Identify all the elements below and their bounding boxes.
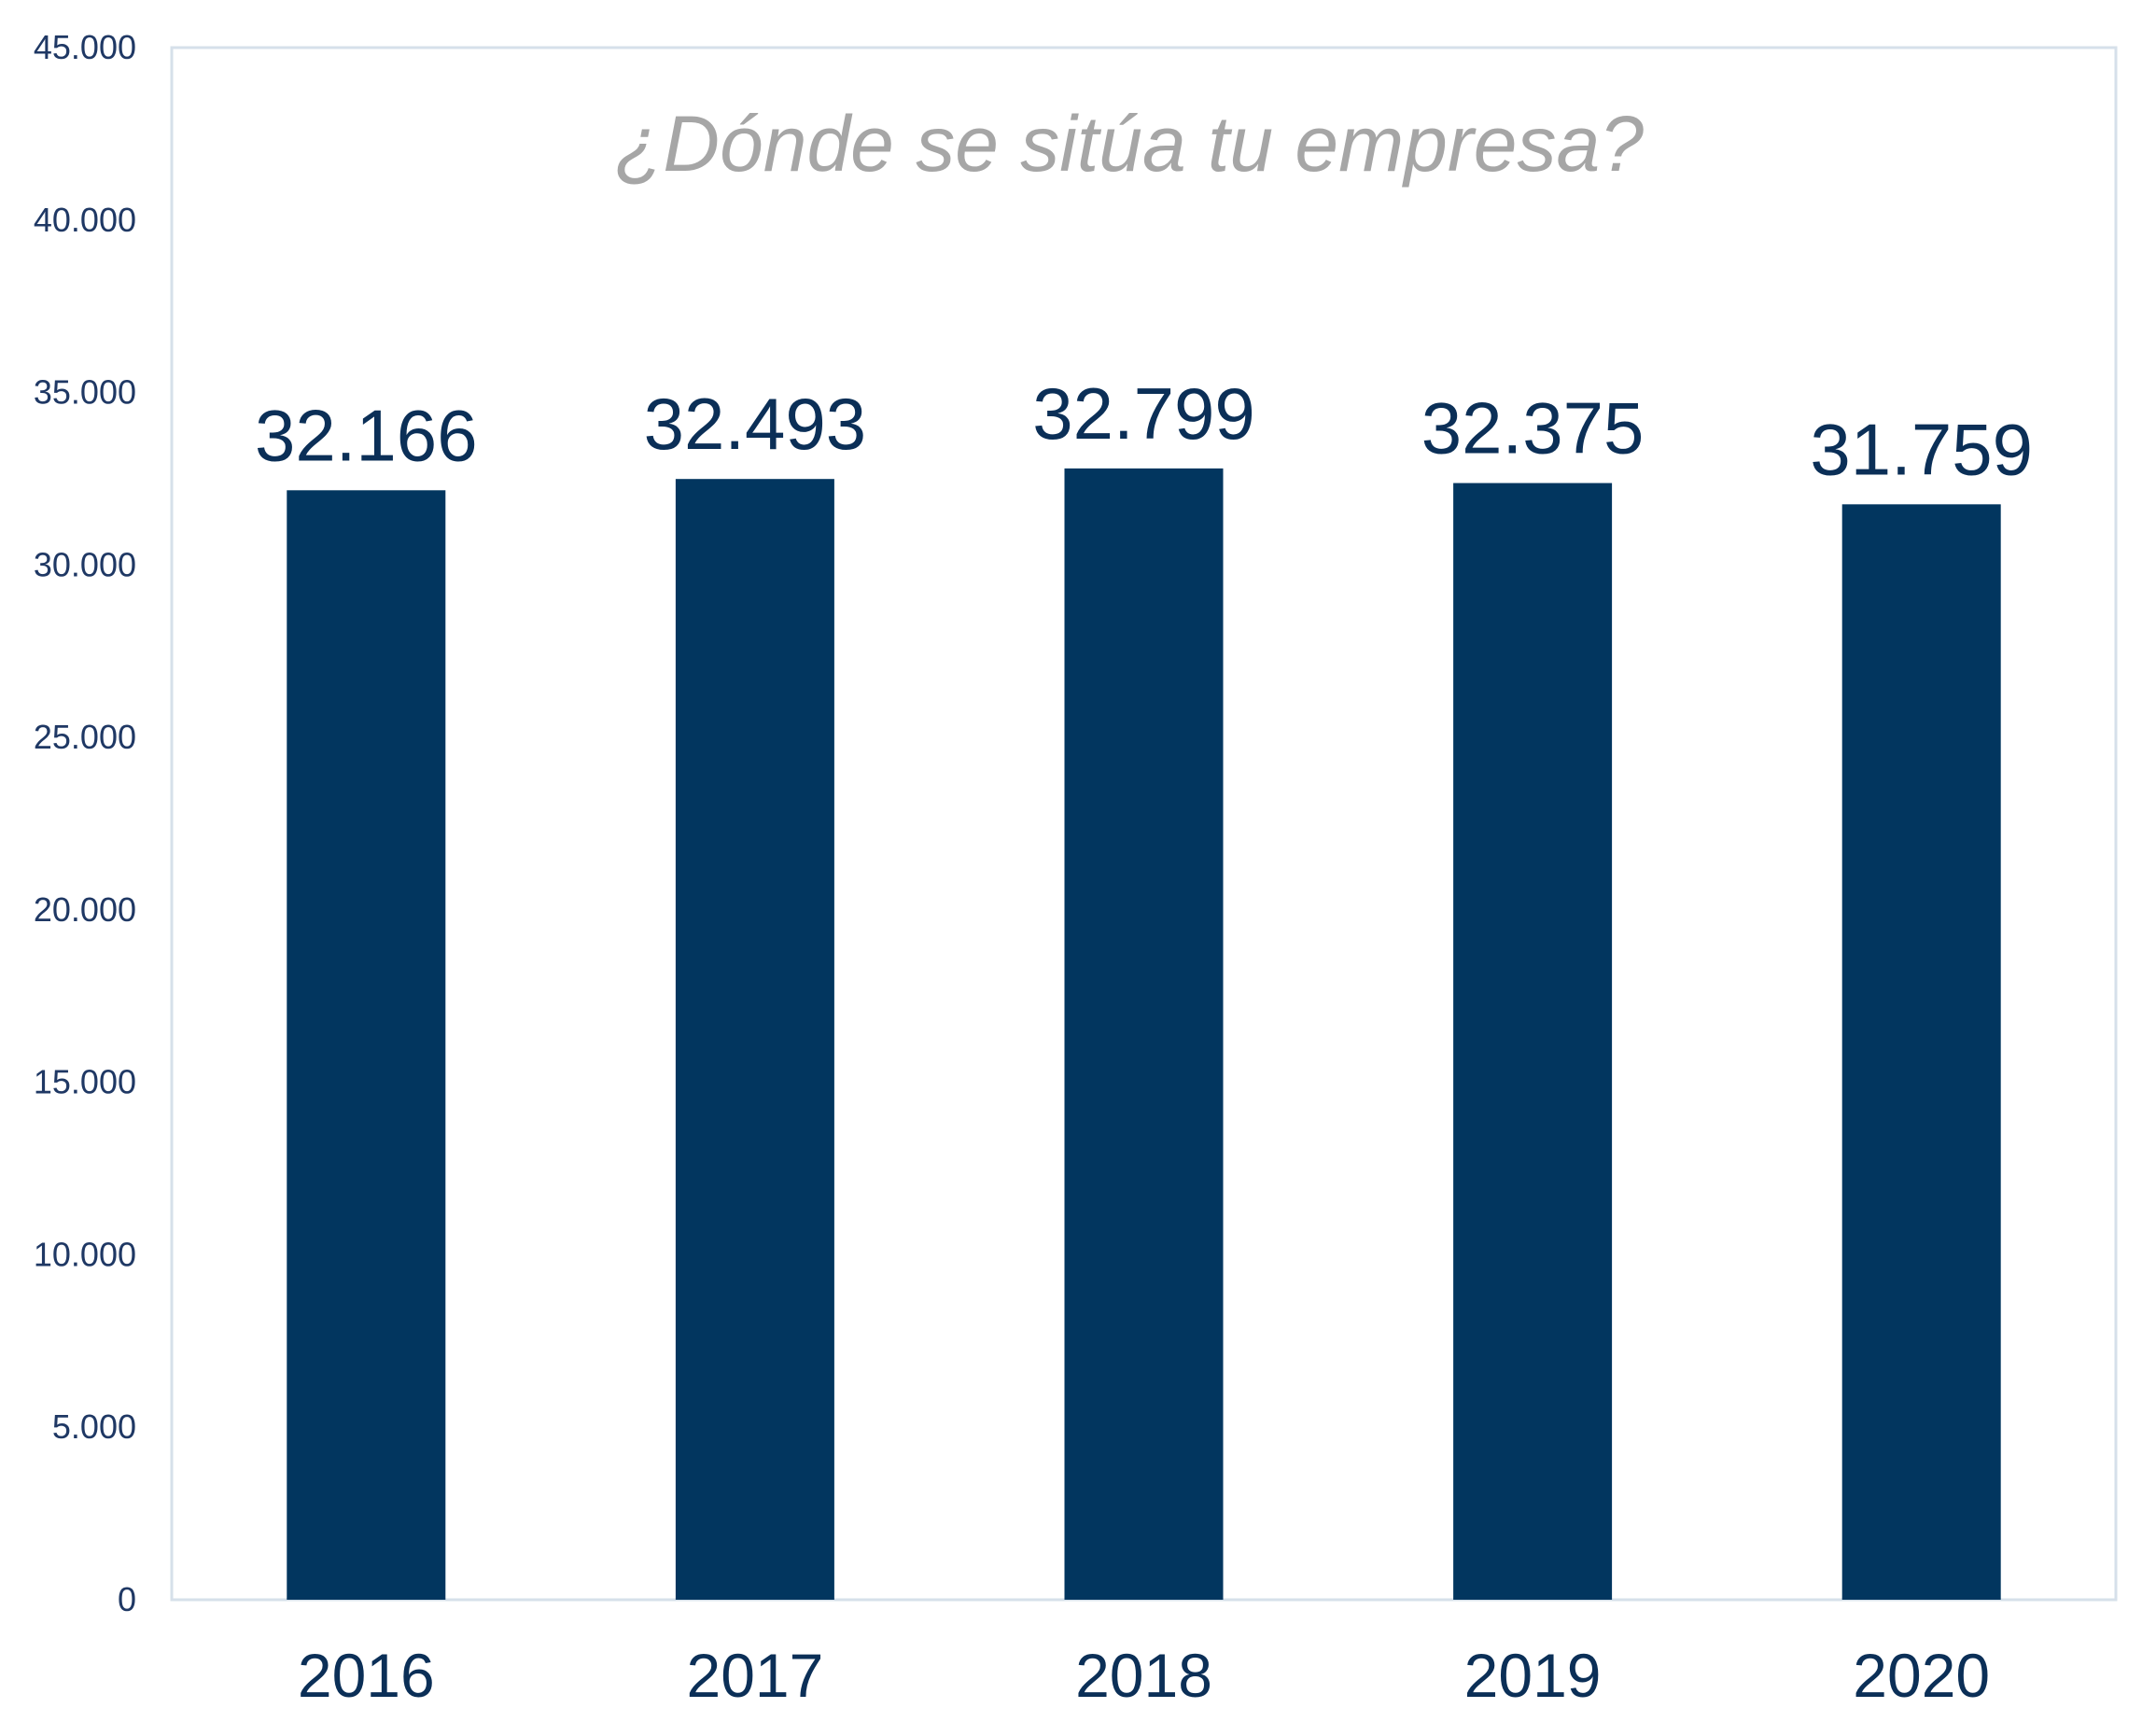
bar-2016	[287, 490, 446, 1600]
y-tick-label: 30.000	[34, 545, 136, 583]
y-tick-label: 0	[118, 1580, 136, 1618]
category-label-2017: 2017	[686, 1641, 823, 1710]
data-labels: 32.166 32.493 32.799 32.375 31.759	[255, 372, 2033, 490]
bar-2018	[1064, 468, 1224, 1600]
y-tick-label: 15.000	[34, 1063, 136, 1101]
data-label-2017: 32.493	[644, 383, 867, 465]
y-axis-tick-labels: 0 5.000 10.000 15.000 20.000 25.000 30.000 35.0…	[34, 28, 136, 1618]
x-axis-category-labels: 2016 2017 2018 2019 2020	[298, 1641, 1990, 1710]
y-tick-label: 10.000	[34, 1235, 136, 1273]
category-label-2016: 2016	[298, 1641, 435, 1710]
data-label-2016: 32.166	[255, 394, 478, 476]
chart-title: ¿Dónde se sitúa tu empresa?	[615, 100, 1644, 188]
y-tick-label: 20.000	[34, 890, 136, 929]
data-label-2018: 32.799	[1032, 372, 1255, 455]
y-tick-label: 5.000	[52, 1407, 136, 1446]
data-label-2020: 31.759	[1810, 408, 2033, 490]
data-label-2019: 32.375	[1421, 387, 1645, 469]
y-tick-label: 35.000	[34, 373, 136, 412]
y-tick-label: 40.000	[34, 201, 136, 239]
category-label-2018: 2018	[1075, 1641, 1212, 1710]
bar-2017	[675, 479, 834, 1600]
bars	[287, 468, 2001, 1600]
category-label-2020: 2020	[1853, 1641, 1990, 1710]
category-label-2019: 2019	[1464, 1641, 1602, 1710]
bar-2019	[1453, 483, 1613, 1600]
bar-2020	[1841, 504, 2001, 1600]
y-tick-label: 25.000	[34, 718, 136, 756]
y-tick-label: 45.000	[34, 28, 136, 66]
